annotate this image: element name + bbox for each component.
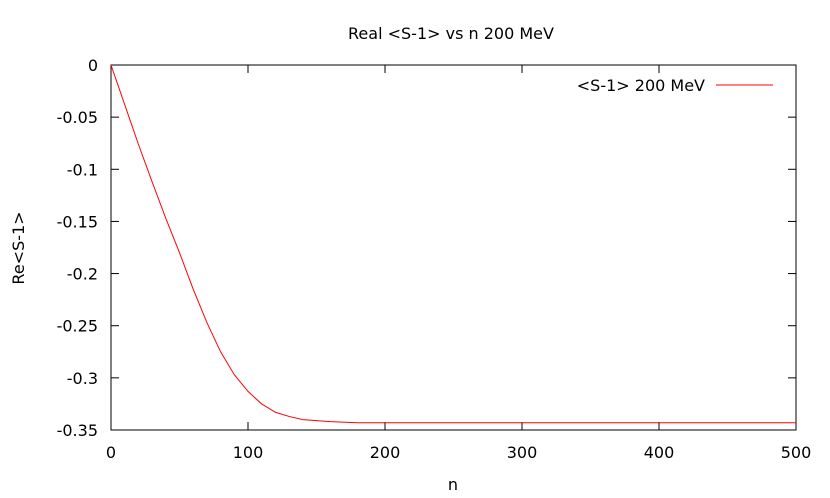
- legend-label: <S-1> 200 MeV: [577, 76, 705, 95]
- x-tick-label: 100: [233, 443, 264, 462]
- y-tick-label: -0.1: [67, 160, 98, 179]
- y-tick-label: -0.35: [57, 421, 98, 440]
- plot-frame: [110, 64, 797, 431]
- x-axis-label: n: [448, 475, 458, 494]
- axis-ticks: 0 100 200 300 400 500 0 -0.05 -0.1 -0.15 -0.2 -0.25…: [57, 56, 812, 462]
- x-tick-label: 500: [781, 443, 812, 462]
- chart-title: Real <S-1> vs n 200 MeV: [348, 24, 554, 43]
- series-line: [110, 64, 796, 424]
- y-tick-label: 0: [88, 56, 98, 75]
- x-tick-label: 200: [370, 443, 401, 462]
- y-axis-label: Re<S-1>: [9, 211, 28, 284]
- y-tick-label: -0.05: [57, 108, 98, 127]
- legend: <S-1> 200 MeV: [577, 76, 773, 95]
- y-tick-label: -0.15: [57, 212, 98, 231]
- x-tick-label: 300: [507, 443, 538, 462]
- x-tick-label: 400: [644, 443, 675, 462]
- y-tick-label: -0.25: [57, 317, 98, 336]
- y-tick-label: -0.2: [67, 265, 98, 284]
- y-tick-label: -0.3: [67, 369, 98, 388]
- x-tick-label: 0: [106, 443, 116, 462]
- series-layer: [110, 64, 796, 424]
